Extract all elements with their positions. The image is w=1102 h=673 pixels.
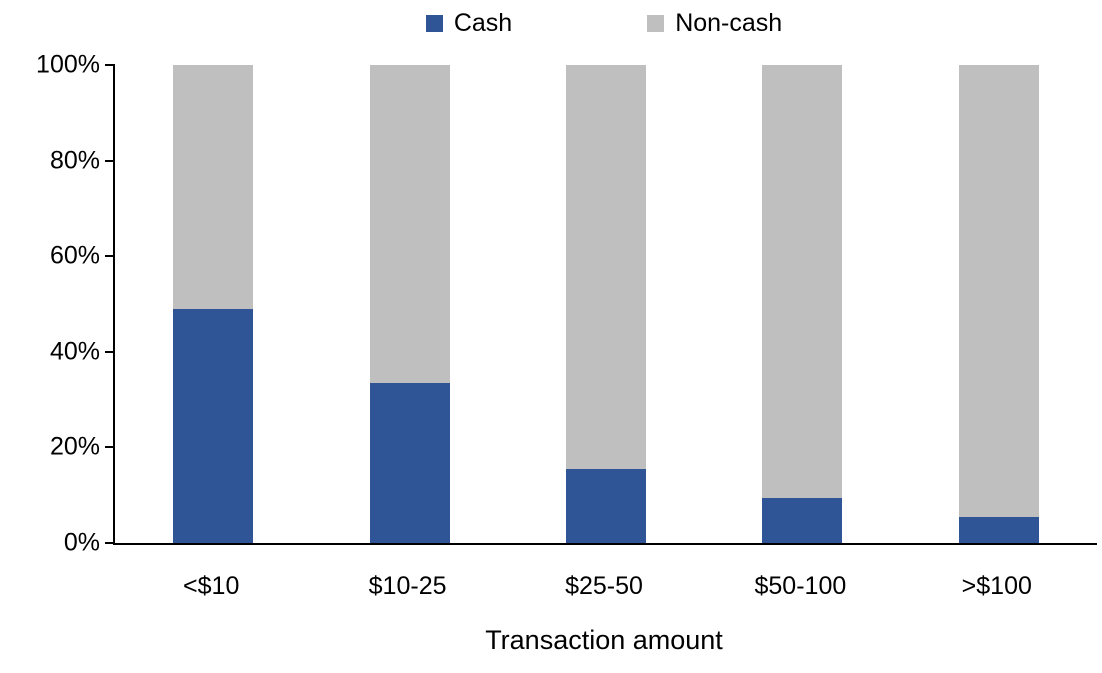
y-tick-mark xyxy=(105,350,115,353)
noncash-swatch-icon xyxy=(647,15,665,33)
cash-swatch-icon xyxy=(425,15,443,33)
bar-slot xyxy=(311,65,507,543)
bar-segment-noncash xyxy=(173,65,254,309)
y-tick-mark xyxy=(105,159,115,162)
y-tick-label: 40% xyxy=(49,337,100,366)
y-tick-label: 80% xyxy=(49,146,100,175)
bar-slot xyxy=(508,65,704,543)
legend-label-noncash: Non-cash xyxy=(675,9,783,37)
bar-segment-cash xyxy=(762,497,843,543)
x-axis-labels: <$10 $10-25 $25-50 $50-100 >$100 xyxy=(113,572,1095,602)
bar-segment-noncash xyxy=(762,65,843,498)
legend-item-noncash: Non-cash xyxy=(647,9,783,38)
bar-segment-cash xyxy=(369,382,450,543)
bar-segment-cash xyxy=(173,308,254,543)
bar-segment-cash xyxy=(958,516,1039,543)
legend-item-cash: Cash xyxy=(425,9,513,38)
x-tick-label: <$10 xyxy=(183,572,240,600)
y-tick-mark xyxy=(105,542,115,544)
x-tick-label: $50-100 xyxy=(754,572,847,600)
y-tick-label: 60% xyxy=(49,241,100,270)
y-tick-label: 100% xyxy=(36,50,100,79)
bar-segment-noncash xyxy=(369,65,450,383)
bar-slot xyxy=(704,65,900,543)
bar-segment-noncash xyxy=(958,65,1039,517)
legend-label-cash: Cash xyxy=(453,9,513,37)
y-tick-mark xyxy=(105,255,115,258)
x-tick-label: $10-25 xyxy=(368,572,447,600)
x-tick-label: >$100 xyxy=(961,572,1032,600)
x-tick-label: $25-50 xyxy=(565,572,643,600)
bar-slot xyxy=(901,65,1097,543)
plot-area xyxy=(105,64,1097,545)
x-axis-title: Transaction amount xyxy=(485,625,723,655)
bar-segment-noncash xyxy=(565,65,646,469)
y-tick-label: 20% xyxy=(49,432,100,461)
y-tick-mark xyxy=(105,446,115,449)
bar-slot xyxy=(115,65,311,543)
legend: Cash Non-cash xyxy=(113,9,1095,38)
y-tick-label: 0% xyxy=(63,528,100,557)
bar-segment-cash xyxy=(565,468,646,543)
y-axis-labels: 0% 20% 40% 60% 80% 100% xyxy=(0,51,100,557)
y-tick-mark xyxy=(105,64,115,66)
